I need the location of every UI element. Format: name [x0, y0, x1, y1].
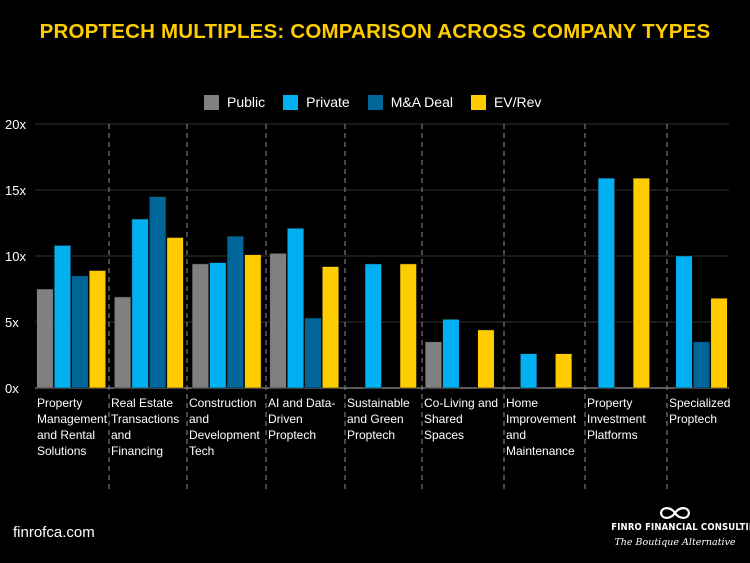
bar-private — [53, 245, 71, 389]
legend-label: Private — [306, 94, 350, 110]
y-tick-label: 5x — [5, 315, 19, 330]
bar-ev-rev — [399, 263, 417, 389]
bar-ev-rev — [632, 177, 650, 389]
bar-private — [364, 263, 382, 389]
legend-label: Public — [227, 94, 266, 110]
x-tick-label: Specialized Proptech — [669, 396, 730, 426]
x-tick-label-line: Improvement — [506, 412, 577, 426]
x-tick-label-line: Maintenance — [506, 444, 575, 458]
legend-item-private: Private — [283, 94, 350, 110]
x-tick-label-line: Driven — [268, 412, 303, 426]
x-tick-label-line: Real Estate — [111, 396, 173, 410]
x-tick-label-line: Co-Living and — [424, 396, 498, 410]
x-tick-label: Real Estate Transactions and Financing — [111, 396, 179, 458]
x-tick-label-line: Platforms — [587, 428, 638, 442]
x-tick-label-line: Management — [37, 412, 108, 426]
bar-private — [287, 228, 305, 389]
bar-ev-rev — [477, 329, 495, 389]
x-tick-label-line: Investment — [587, 412, 646, 426]
x-tick-label-line: Shared — [424, 412, 463, 426]
bar-private — [520, 353, 538, 389]
legend-label: EV/Rev — [493, 94, 542, 110]
x-tick-label-line: and — [506, 428, 526, 442]
x-tick-label: AI and Data- Driven Proptech — [268, 396, 335, 442]
x-tick-label: Co-Living and Shared Spaces — [424, 396, 498, 442]
legend-item-ma-deal: M&A Deal — [367, 94, 453, 110]
x-tick-label-line: and — [111, 428, 131, 442]
bar-ev-rev — [244, 254, 262, 389]
chart-title: PROPTECH MULTIPLES: COMPARISON ACROSS CO… — [39, 20, 711, 43]
legend-swatch — [204, 94, 219, 110]
x-tick-label-line: Financing — [111, 444, 163, 458]
bar-public — [424, 341, 442, 389]
bar-m-a-deal — [149, 196, 167, 389]
x-tick-label: Construction and Development Tech — [189, 396, 260, 458]
legend-item-ev-rev: EV/Rev — [470, 94, 542, 110]
bar-public — [36, 288, 54, 389]
x-tick-label-line: Home — [506, 396, 538, 410]
bar-m-a-deal — [226, 235, 244, 389]
x-tick-label-line: Spaces — [424, 428, 464, 442]
bar-ev-rev — [88, 270, 106, 389]
bar-private — [442, 319, 460, 389]
legend-swatch — [367, 94, 383, 110]
bar-ev-rev — [166, 237, 184, 389]
x-tick-label: Property Management and Rental Solutions — [37, 396, 108, 458]
y-tick-label: 0x — [5, 381, 19, 396]
x-tick-label-line: Proptech — [347, 428, 395, 442]
bar-private — [597, 177, 615, 389]
bar-ev-rev — [555, 353, 573, 389]
logo-tagline: The Boutique Alternative — [614, 537, 736, 548]
bar-m-a-deal — [693, 341, 711, 389]
bar-private — [131, 218, 149, 389]
x-tick-label-line: Solutions — [37, 444, 86, 458]
bar-private — [675, 255, 693, 389]
x-tick-label-line: Sustainable — [347, 396, 410, 410]
y-tick-label: 15x — [5, 183, 26, 198]
x-tick-label-line: and Green — [347, 412, 404, 426]
bar-private — [209, 262, 227, 389]
x-tick-label-line: Construction — [189, 396, 256, 410]
x-tick-label-line: Tech — [189, 444, 214, 458]
x-tick-label: Property Investment Platforms — [587, 396, 646, 442]
infinity-icon — [659, 507, 691, 519]
website-label: finrofca.com — [13, 524, 95, 541]
legend-item-public: Public — [204, 94, 265, 110]
x-tick-label: Sustainable and Green Proptech — [347, 396, 410, 442]
bar-ev-rev — [322, 266, 340, 389]
bar-ev-rev — [710, 297, 728, 389]
bar-public — [269, 253, 287, 389]
x-tick-label-line: Proptech — [268, 428, 316, 442]
x-tick-label-line: Specialized — [669, 396, 730, 410]
bar-m-a-deal — [304, 317, 322, 389]
legend: Public Private M&A Deal EV/Rev — [204, 94, 541, 110]
bar-public — [191, 263, 209, 389]
legend-label: M&A Deal — [390, 94, 453, 110]
bar-m-a-deal — [71, 275, 89, 389]
bar-public — [114, 296, 132, 389]
y-tick-label: 10x — [5, 249, 26, 264]
x-tick-label-line: Transactions — [111, 412, 179, 426]
x-tick-label-line: and Rental — [37, 428, 95, 442]
x-tick-label-line: Property — [587, 396, 632, 410]
legend-swatch — [470, 94, 486, 110]
x-tick-label-line: Property — [37, 396, 82, 410]
logo-name: FINRO FINANCIAL CONSULTING — [611, 522, 750, 533]
x-tick-label-line: Development — [189, 428, 260, 442]
company-logo: FINRO FINANCIAL CONSULTING The Boutique … — [600, 505, 750, 548]
legend-swatch — [283, 94, 299, 110]
x-tick-label-line: AI and Data- — [268, 396, 335, 410]
x-tick-label-line: and — [189, 412, 209, 426]
y-tick-label: 20x — [5, 117, 26, 132]
x-tick-label: Home Improvement and Maintenance — [506, 396, 577, 458]
x-tick-label-line: Proptech — [669, 412, 717, 426]
